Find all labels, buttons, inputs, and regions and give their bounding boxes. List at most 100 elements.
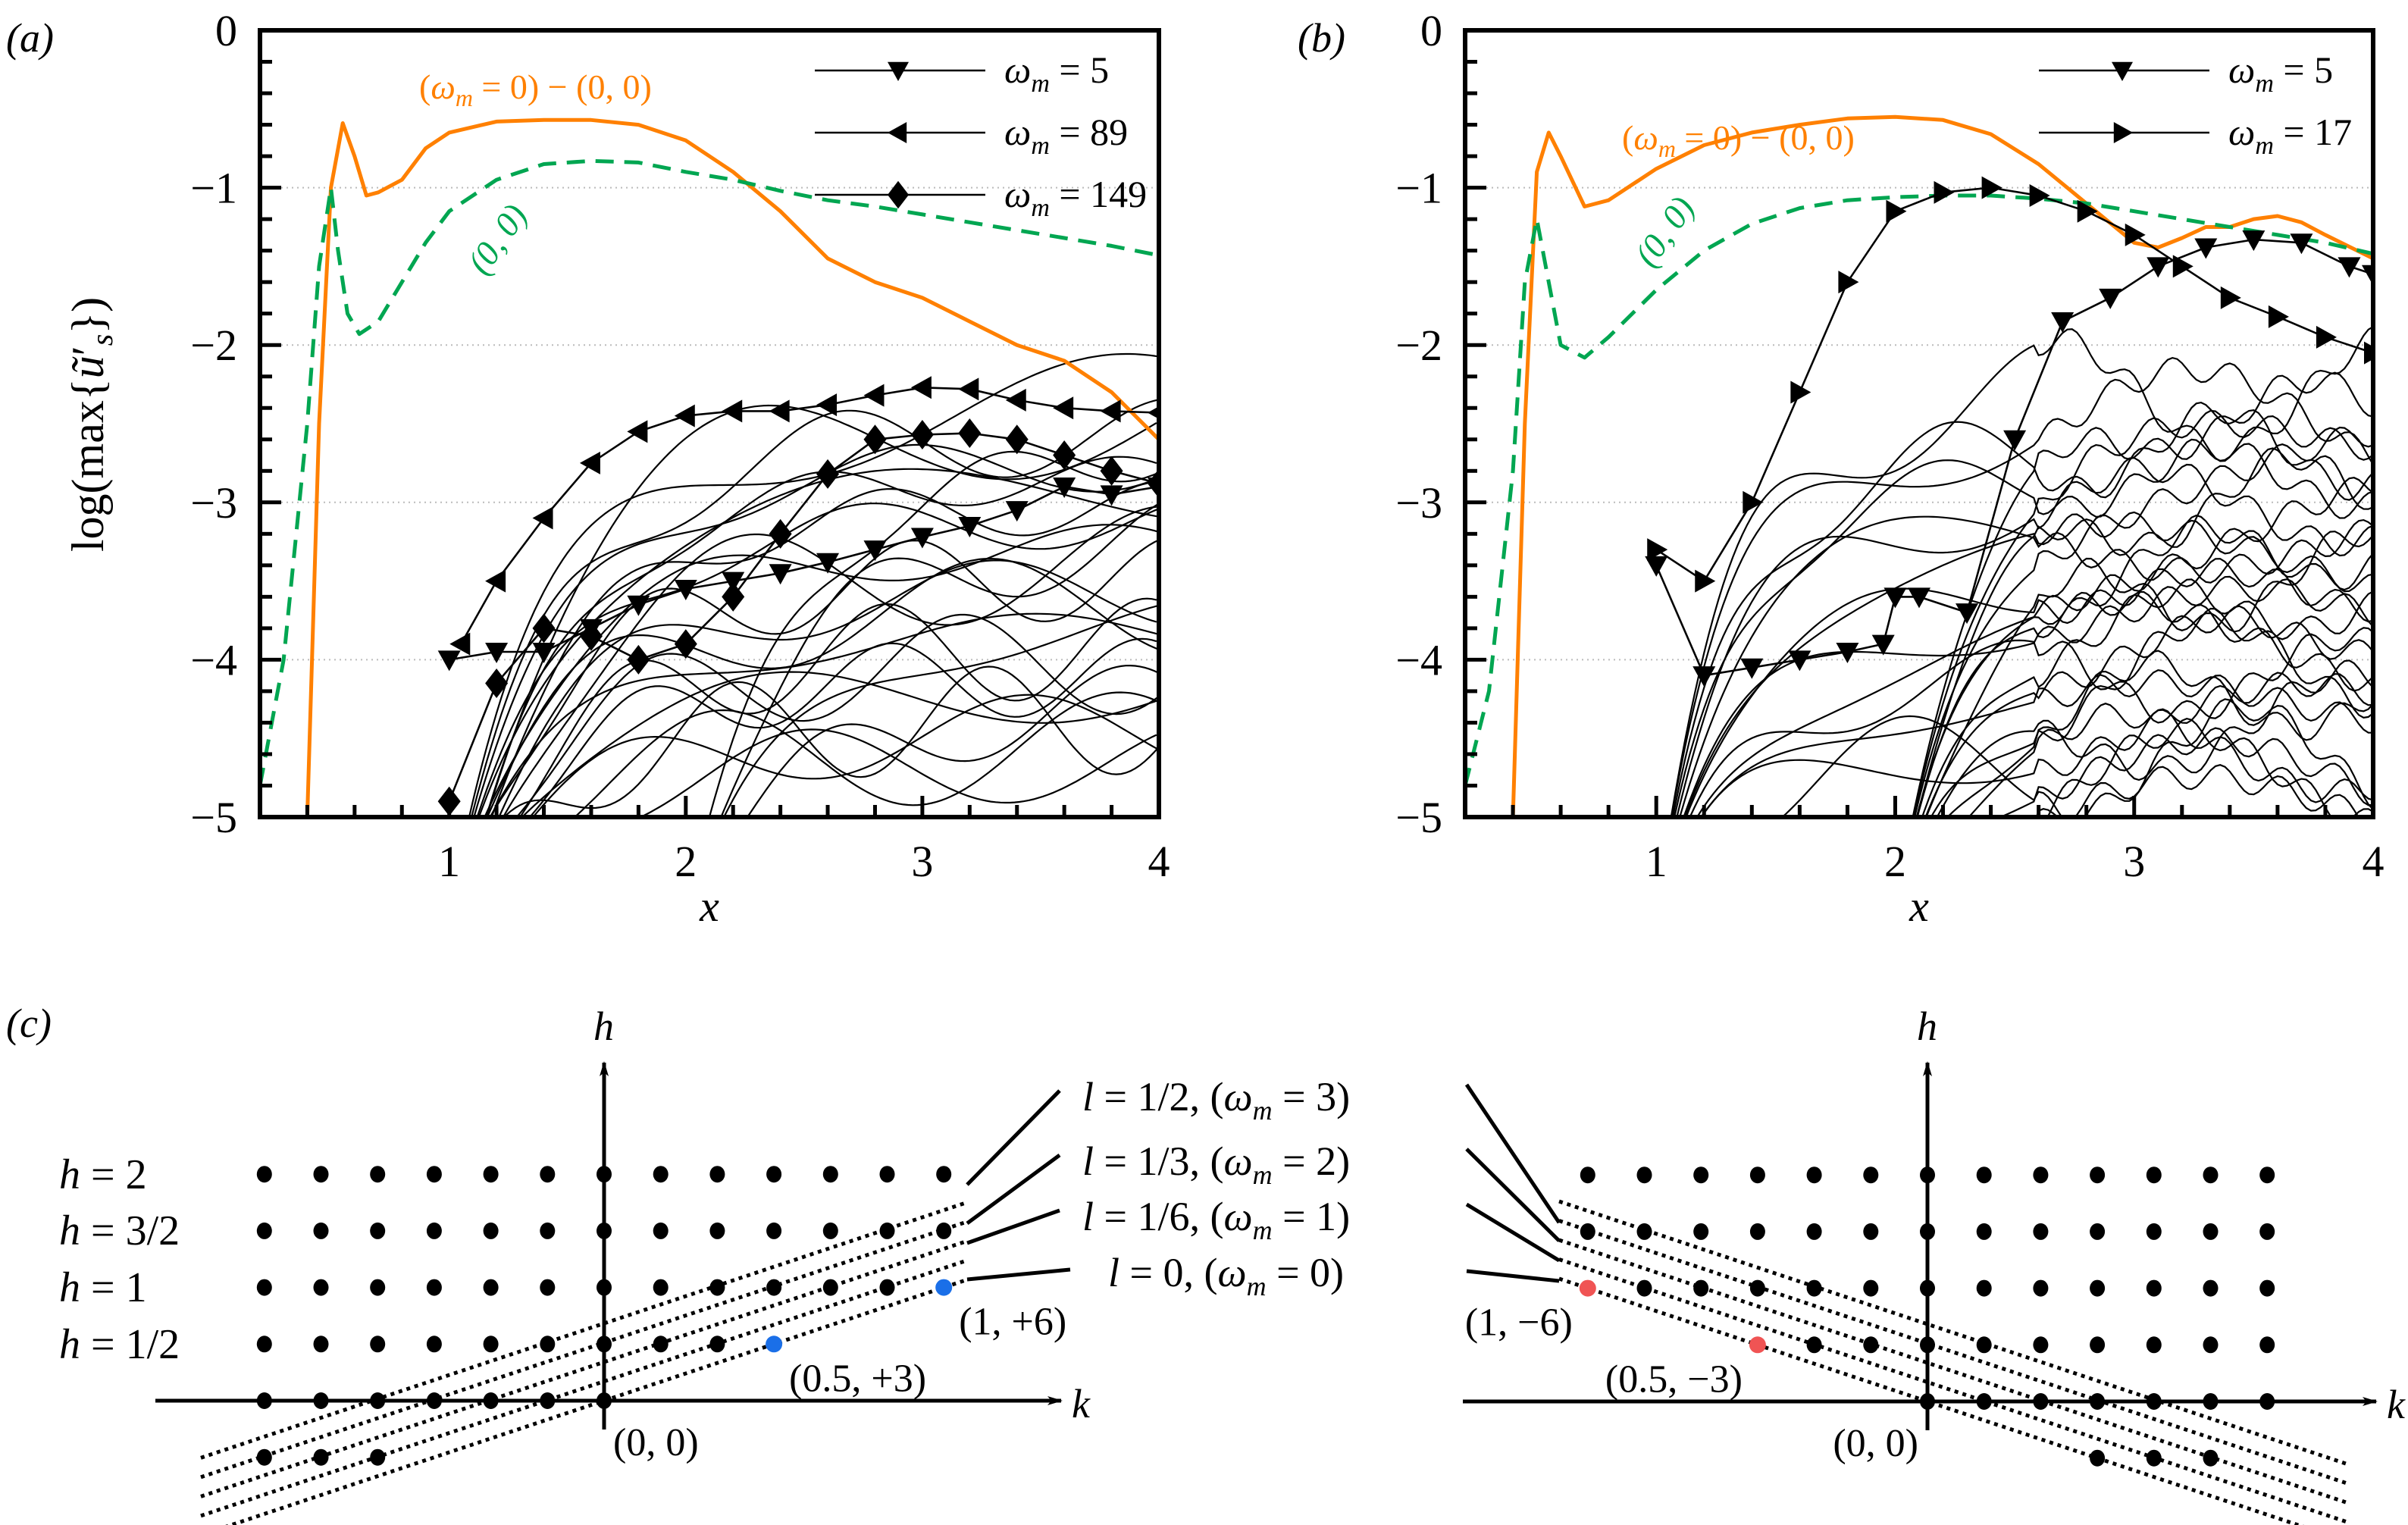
lattice-point xyxy=(2090,1223,2106,1240)
triangle-down-marker xyxy=(1053,478,1076,499)
mode-curve xyxy=(1683,575,2373,817)
triangle-right-marker xyxy=(1647,538,1668,562)
lattice-point xyxy=(2033,1279,2049,1297)
right-lattice-diagram: k h (1, −6) (0.5, −3) (0, 0) xyxy=(1463,1004,2406,1525)
lattice-point xyxy=(879,1279,895,1296)
lattice-point xyxy=(597,1279,612,1296)
y-tick-label: −5 xyxy=(190,793,237,842)
constant-l-label: l = 1/6, (ωm = 1) xyxy=(1082,1194,1350,1245)
ylabel-prime: ′ xyxy=(63,346,113,355)
triangle-down-marker xyxy=(2290,233,2313,255)
svg-text:log(max{ũ′s}): log(max{ũ′s}) xyxy=(63,297,119,552)
mode-curve xyxy=(573,691,1159,817)
constant-l-line xyxy=(200,1220,968,1480)
series-line-triangle-down xyxy=(1655,238,2373,677)
triangle-right-marker xyxy=(2316,325,2337,349)
mode-curve xyxy=(1683,511,2373,817)
triangle-left-marker xyxy=(532,506,553,530)
lattice-point xyxy=(2090,1336,2106,1354)
lattice-point xyxy=(1976,1223,1992,1240)
y-tick-label: −3 xyxy=(1395,478,1442,528)
mode-curve xyxy=(531,694,1157,817)
triangle-down-marker xyxy=(1956,603,1979,625)
lattice-point xyxy=(2146,1393,2162,1410)
mode-curve xyxy=(1676,456,2373,817)
lattice-point xyxy=(483,1166,499,1183)
x-axis-label-a: x xyxy=(699,881,719,931)
mode-curve xyxy=(1679,515,2373,817)
highlight-point-label: (1, −6) xyxy=(1465,1301,1573,1345)
lattice-point xyxy=(1749,1223,1765,1240)
triangle-down-marker xyxy=(2003,430,2027,451)
triangle-right-marker xyxy=(2172,255,2194,278)
triangle-right-marker xyxy=(1743,490,1764,514)
constant-l-line xyxy=(1558,1219,2347,1485)
lattice-point xyxy=(709,1336,725,1353)
triangle-right-marker xyxy=(2029,183,2050,207)
lattice-point xyxy=(370,1392,386,1409)
triangle-down-marker xyxy=(1884,587,1907,609)
lattice-point xyxy=(483,1222,499,1239)
panel-label-c: (c) xyxy=(6,1000,52,1046)
mode-curve xyxy=(746,664,1159,817)
triangle-right-marker xyxy=(1695,569,1716,593)
highlight-point xyxy=(935,1279,953,1296)
lattice-point xyxy=(426,1336,442,1353)
triangle-down-marker xyxy=(1740,658,1764,679)
x-tick-label: 4 xyxy=(2363,837,2385,886)
triangle-down-marker xyxy=(958,516,982,537)
lattice-point xyxy=(256,1166,272,1183)
lattice-point xyxy=(936,1222,952,1239)
lattice-point xyxy=(313,1166,329,1183)
mode-curve xyxy=(498,559,1157,817)
mode-curve xyxy=(722,604,1159,817)
lattice-point xyxy=(370,1336,386,1353)
series-line-triangle-down xyxy=(449,485,1159,661)
mode-curve xyxy=(484,524,1159,817)
triangle-right-marker xyxy=(2220,286,2241,309)
lattice-point xyxy=(1806,1223,1822,1240)
annotation-00: (0, 0) xyxy=(459,197,534,281)
lattice-point xyxy=(540,1392,556,1409)
leader-line xyxy=(966,1208,1060,1245)
lattice-point xyxy=(370,1166,386,1183)
triangle-down-marker xyxy=(2194,238,2218,259)
mode-curve xyxy=(521,671,1159,817)
diamond-marker xyxy=(816,459,840,489)
ylabel-sub: s xyxy=(85,334,119,346)
triangle-right-marker xyxy=(1790,380,1811,404)
lattice-point xyxy=(256,1448,272,1466)
leader-line xyxy=(1466,1269,1560,1283)
h-axis-label: h xyxy=(593,1004,614,1049)
panel-a-plot: 0 −1 −2 −3 −4 −5 1 2 3 4 ωm = 5 ωm = 89 ωm = 149 (ωm … xyxy=(190,6,1170,886)
legend: ωm = 5 ωm = 17 xyxy=(2039,49,2352,160)
diamond-marker xyxy=(485,669,509,699)
lattice-point xyxy=(597,1166,612,1183)
diamond-marker xyxy=(722,581,745,612)
triangle-down-marker xyxy=(485,643,509,664)
lattice-point xyxy=(1580,1166,1595,1184)
mode-curve xyxy=(471,399,1159,817)
constant-l-label: l = 1/3, (ωm = 2) xyxy=(1082,1138,1350,1190)
annotation-wm0-minus-00: (ωm = 0) − (0, 0) xyxy=(419,67,652,111)
lattice-point xyxy=(426,1392,442,1409)
h-axis-label: h xyxy=(1917,1004,1937,1049)
lattice-point xyxy=(426,1166,442,1183)
y-tick-label: 0 xyxy=(1420,6,1442,55)
triangle-down-marker xyxy=(532,643,556,664)
lattice-point xyxy=(879,1166,895,1183)
diamond-marker xyxy=(863,424,887,455)
triangle-right-marker xyxy=(2125,223,2146,246)
mode-curve xyxy=(485,404,1157,817)
ylabel-max: (max{ xyxy=(63,378,113,493)
mode-curve xyxy=(1672,401,2373,817)
y-tick-label: −4 xyxy=(190,635,237,684)
lattice-point xyxy=(1920,1336,1935,1354)
x-tick-label: 3 xyxy=(2123,837,2145,886)
leader-line xyxy=(966,1153,1061,1226)
triangle-down-marker xyxy=(863,540,887,562)
mode-curve xyxy=(468,352,1159,817)
triangle-down-marker xyxy=(769,564,792,585)
lattice-point xyxy=(597,1222,612,1239)
origin-label: (0, 0) xyxy=(1833,1422,1918,1465)
